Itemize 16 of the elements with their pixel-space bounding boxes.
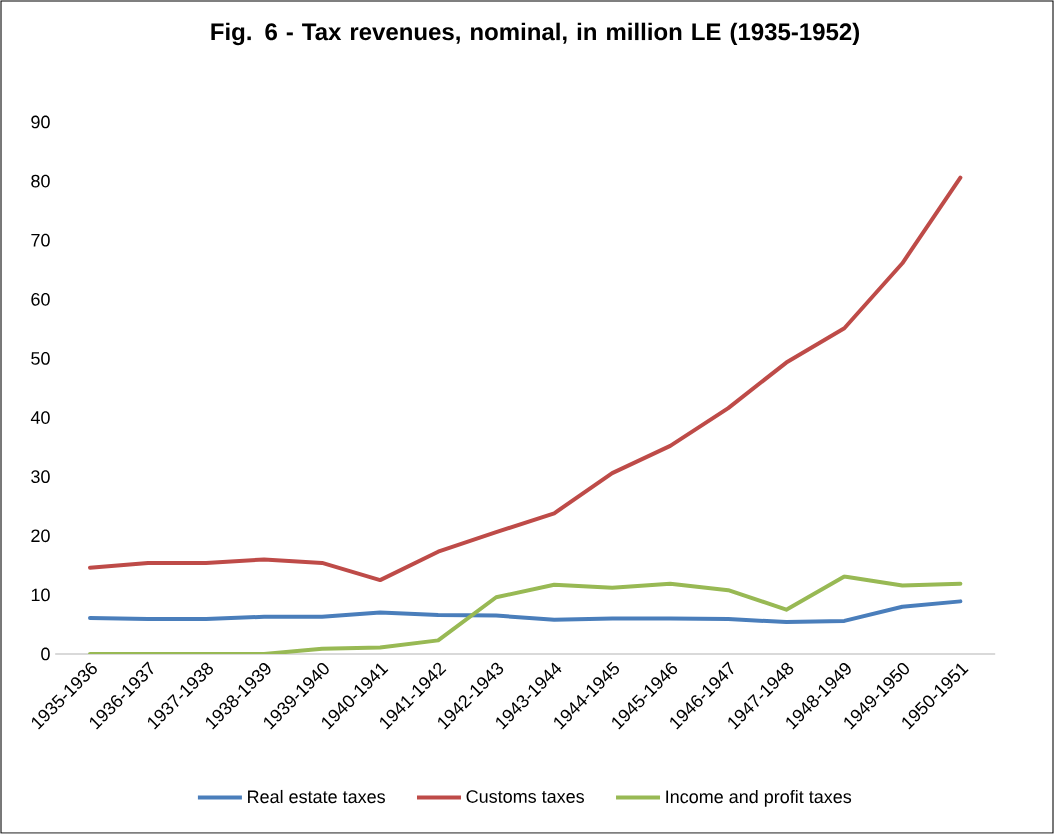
legend-label: Customs taxes <box>466 790 585 803</box>
line-series <box>88 175 963 583</box>
legend-label: Income and profit taxes <box>666 789 852 807</box>
legend-label: Real estate taxes <box>248 789 385 804</box>
y-tick-label: 20 <box>31 529 50 543</box>
y-tick-label: 10 <box>31 588 50 602</box>
y-tick-label: 30 <box>31 470 50 484</box>
y-tick-label: 70 <box>31 233 50 247</box>
line-series <box>88 599 963 625</box>
y-tick-label: 50 <box>31 352 50 365</box>
chart-title: Fig. 6 - Tax revenues, nominal, in million LE (1935-1952) <box>211 22 860 46</box>
y-tick-label: 90 <box>31 115 50 129</box>
y-tick-label: 80 <box>31 174 50 188</box>
y-tick-label: 60 <box>31 292 50 306</box>
y-tick-label: 40 <box>30 411 50 424</box>
y-tick-label: 0 <box>41 647 50 661</box>
